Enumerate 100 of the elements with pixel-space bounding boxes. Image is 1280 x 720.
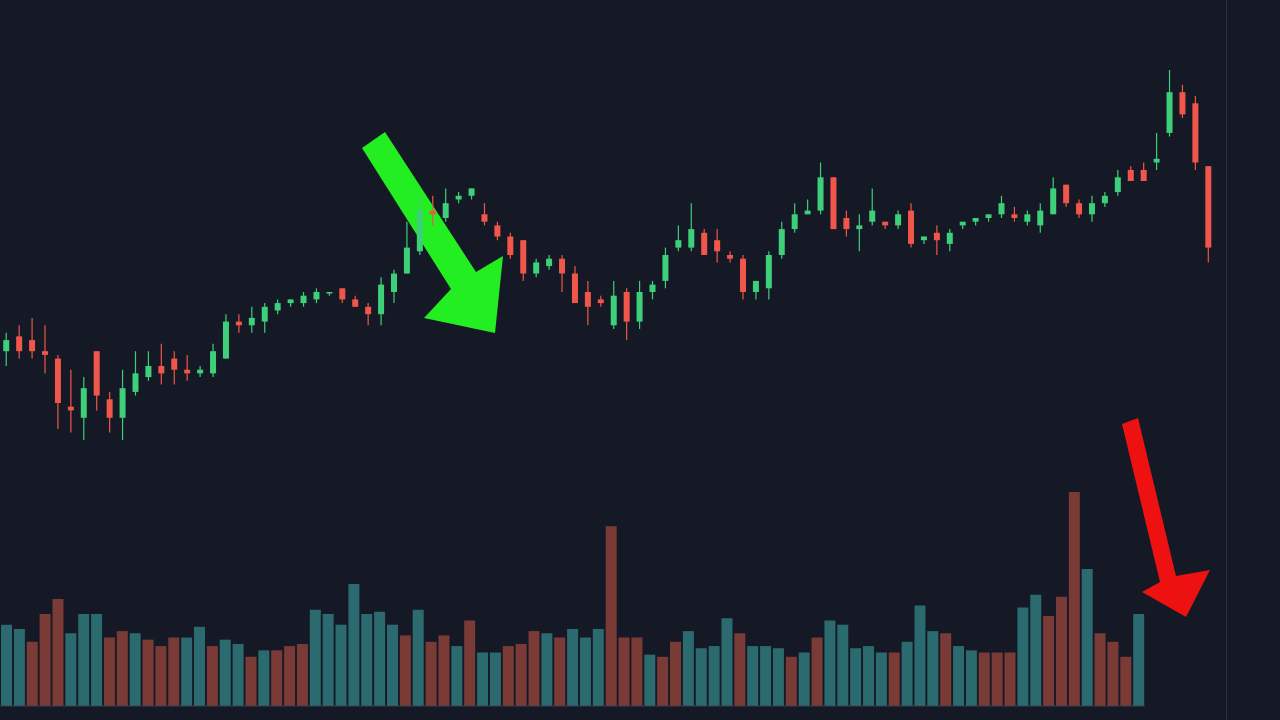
candlestick (856, 213, 863, 252)
bar (1068, 492, 1080, 706)
candlestick (688, 202, 695, 252)
bar (579, 637, 591, 706)
candlestick (946, 228, 953, 252)
bar (837, 624, 849, 706)
bar (116, 631, 128, 706)
candlestick (895, 210, 902, 230)
candlestick (1114, 169, 1121, 197)
candlestick (132, 350, 139, 397)
candlestick (1076, 198, 1083, 219)
bar (670, 641, 682, 706)
bar (991, 652, 1003, 706)
bar (1120, 656, 1132, 706)
candlestick (584, 280, 591, 326)
candlestick (145, 350, 152, 382)
bar (219, 639, 231, 706)
bar (194, 626, 206, 706)
candlestick (3, 332, 10, 367)
candlestick (998, 195, 1005, 219)
bar (1055, 596, 1067, 706)
bar (1004, 652, 1016, 706)
bar (103, 637, 115, 706)
bar (78, 613, 90, 706)
bar (772, 648, 784, 706)
candlestick (1037, 202, 1044, 234)
candlestick (869, 187, 876, 226)
bar (1017, 607, 1029, 706)
candlestick (507, 232, 514, 260)
candlestick (158, 343, 165, 386)
candlestick (714, 228, 721, 263)
bar (785, 656, 797, 706)
bar (258, 650, 270, 706)
bar (168, 637, 180, 706)
bar (206, 646, 218, 706)
bar (296, 643, 308, 706)
candlestick (481, 202, 488, 226)
bar (361, 613, 373, 706)
candlestick (1088, 195, 1095, 223)
bar (798, 652, 810, 706)
bar (1081, 569, 1093, 706)
bar (477, 652, 489, 706)
candlestick (210, 343, 217, 378)
bar (26, 641, 38, 706)
bar (245, 656, 257, 706)
candlestick (16, 324, 23, 360)
bar (875, 652, 887, 706)
candlestick (559, 254, 566, 293)
bar (374, 611, 386, 706)
bar (644, 654, 656, 706)
bar (965, 650, 977, 706)
bar (695, 648, 707, 706)
bar (953, 646, 965, 706)
bar (734, 633, 746, 706)
candlestick (442, 187, 449, 223)
candlestick (391, 269, 397, 304)
bar (309, 609, 321, 706)
candlestick (106, 391, 113, 434)
bar (888, 652, 900, 706)
candlestick (42, 324, 49, 374)
candlestick (261, 302, 268, 334)
candlestick (843, 210, 850, 238)
candlestick (649, 280, 656, 300)
bar (489, 652, 501, 706)
bar (567, 628, 579, 706)
bar (863, 646, 874, 706)
candlestick (701, 228, 708, 256)
bar (824, 620, 836, 706)
bar (464, 620, 476, 706)
bar (927, 631, 939, 706)
bar (1043, 616, 1055, 706)
bar (592, 628, 604, 706)
bar (1133, 613, 1145, 706)
candlestick (533, 258, 540, 278)
bar (271, 650, 283, 706)
bar (682, 631, 694, 706)
candlestick (171, 350, 178, 386)
bar (386, 624, 398, 706)
candlestick (1179, 84, 1186, 119)
bar (605, 526, 617, 706)
bar (940, 633, 952, 706)
bar (181, 637, 193, 706)
candlestick (727, 250, 734, 263)
candlestick (365, 302, 372, 326)
candlestick (248, 306, 255, 334)
bar (515, 643, 527, 706)
bar (554, 637, 566, 706)
bar (13, 628, 25, 706)
candlestick (494, 221, 501, 241)
bar (322, 613, 334, 706)
candlestick (933, 224, 940, 256)
bar (451, 646, 463, 706)
candlestick (675, 224, 682, 252)
bar (760, 646, 772, 706)
bar (65, 633, 77, 706)
bar (399, 635, 411, 706)
bar (978, 652, 990, 706)
bar (747, 646, 759, 706)
bar (541, 633, 553, 706)
bar (284, 646, 296, 706)
